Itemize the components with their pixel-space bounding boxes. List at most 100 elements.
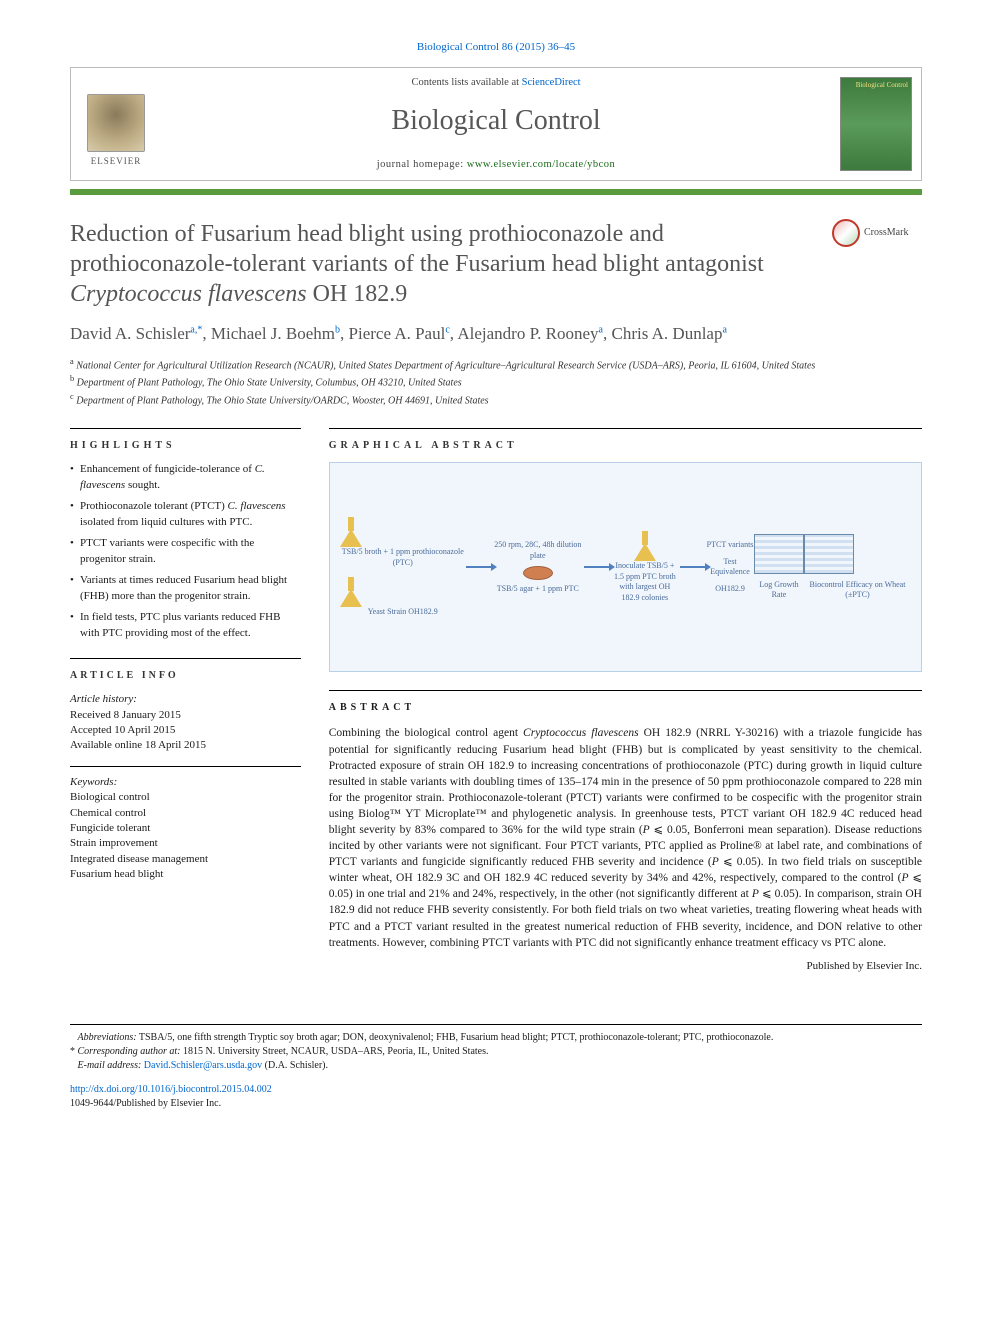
ga-label-oh182: OH182.9 [706, 584, 754, 595]
accent-bar [70, 189, 922, 195]
doi-link[interactable]: http://dx.doi.org/10.1016/j.biocontrol.2… [70, 1084, 272, 1095]
ga-flask-group-1: TSB/5 broth + 1 ppm prothioconazole (PTC… [340, 517, 466, 617]
two-column-layout: HIGHLIGHTS Enhancement of fungicide-tole… [70, 428, 922, 974]
author-list: David A. Schislera,*, Michael J. Boehmb,… [70, 323, 922, 346]
cover-label: Biological Control [856, 81, 908, 89]
article-title: Reduction of Fusarium head blight using … [70, 219, 832, 309]
ga-label-agar: TSB/5 agar + 1 ppm PTC [492, 584, 584, 595]
flask-icon [634, 531, 656, 561]
arrow-icon [466, 566, 492, 568]
footnotes: Abbreviations: TSBA/5, one fifth strengt… [70, 1024, 922, 1111]
journal-homepage-line: journal homepage: www.elsevier.com/locat… [165, 158, 827, 172]
history-accepted: Accepted 10 April 2015 [70, 723, 301, 738]
sciencedirect-link[interactable]: ScienceDirect [522, 77, 581, 88]
email-link[interactable]: David.Schisler@ars.usda.gov [144, 1060, 262, 1071]
ga-output-charts: Log Growth Rate [754, 534, 804, 602]
ga-label-ptct: PTCT variants [706, 540, 754, 551]
author-5: Chris A. Dunlap [611, 324, 722, 343]
arrow-icon [584, 566, 610, 568]
issn-line: 1049-9644/Published by Elsevier Inc. [70, 1098, 221, 1109]
highlight-item: Prothioconazole tolerant (PTCT) C. flave… [70, 499, 301, 531]
elsevier-logo[interactable]: ELSEVIER [80, 94, 152, 174]
highlight-item: In field tests, PTC plus variants reduce… [70, 610, 301, 642]
flask-icon [340, 517, 362, 547]
ga-output-charts-2: Biocontrol Efficacy on Wheat (±PTC) [804, 534, 911, 602]
graphical-abstract-heading: GRAPHICAL ABSTRACT [329, 428, 922, 453]
article-info-section: ARTICLE INFO Article history: Received 8… [70, 658, 301, 883]
ga-label-test: Test Equivalence [706, 557, 754, 579]
published-by: Published by Elsevier Inc. [329, 959, 922, 974]
ga-label-dilution: 250 rpm, 28C, 48h dilution plate [492, 540, 584, 562]
elsevier-tree-icon [87, 94, 145, 152]
ga-content: TSB/5 broth + 1 ppm prothioconazole (PTC… [340, 473, 911, 661]
abstract-body: Combining the biological control agent C… [329, 725, 922, 950]
email-owner: (D.A. Schisler). [265, 1060, 328, 1071]
ga-label-log: Log Growth Rate [754, 580, 804, 602]
right-column: GRAPHICAL ABSTRACT TSB/5 broth + 1 ppm p… [329, 428, 922, 974]
affiliation-c-text: Department of Plant Pathology, The Ohio … [76, 395, 488, 406]
author-3-marks[interactable]: c [445, 324, 449, 335]
journal-cover-area: Biological Control [831, 68, 921, 180]
highlights-list: Enhancement of fungicide-tolerance of C.… [70, 462, 301, 641]
email-line: E-mail address: David.Schisler@ars.usda.… [70, 1059, 922, 1073]
abbrev-label: Abbreviations: [78, 1032, 137, 1043]
ga-test-group: PTCT variants Test Equivalence OH182.9 [706, 540, 754, 595]
author-2-marks[interactable]: b [335, 324, 340, 335]
highlights-heading: HIGHLIGHTS [70, 428, 301, 453]
crossmark-label: CrossMark [864, 226, 908, 240]
author-5-marks[interactable]: a [722, 324, 726, 335]
affiliation-b-text: Department of Plant Pathology, The Ohio … [77, 378, 462, 389]
keyword: Biological control [70, 790, 301, 805]
petri-dish-icon [523, 566, 553, 580]
ga-label-biocontrol: Biocontrol Efficacy on Wheat (±PTC) [804, 580, 911, 602]
keyword: Integrated disease management [70, 852, 301, 867]
journal-cover-thumbnail[interactable]: Biological Control [840, 77, 912, 171]
crossmark-badge[interactable]: CrossMark [832, 219, 922, 247]
masthead: ELSEVIER Contents lists available at Sci… [70, 67, 922, 181]
article-header: Reduction of Fusarium head blight using … [70, 219, 922, 309]
corresponding-author-line: * Corresponding author at: 1815 N. Unive… [70, 1045, 922, 1059]
masthead-center: Contents lists available at ScienceDirec… [161, 68, 831, 180]
corresp-text: 1815 N. University Street, NCAUR, USDA–A… [183, 1046, 489, 1057]
keywords-label: Keywords: [70, 775, 301, 790]
keyword: Fungicide tolerant [70, 821, 301, 836]
left-column: HIGHLIGHTS Enhancement of fungicide-tole… [70, 428, 301, 974]
contents-prefix: Contents lists available at [411, 77, 521, 88]
corresp-label: Corresponding author at: [78, 1046, 181, 1057]
affiliation-b: b Department of Plant Pathology, The Ohi… [70, 373, 922, 390]
arrow-icon [680, 566, 706, 568]
ga-inoculate-group: Inoculate TSB/5 + 1.5 ppm PTC broth with… [610, 531, 680, 604]
publisher-logo-area: ELSEVIER [71, 68, 161, 180]
abbreviations-line: Abbreviations: TSBA/5, one fifth strengt… [70, 1031, 922, 1045]
ga-label-tsb: TSB/5 broth + 1 ppm prothioconazole (PTC… [340, 547, 466, 569]
author-1-marks[interactable]: a,* [190, 324, 202, 335]
chart-icon [804, 534, 854, 574]
author-2: Michael J. Boehm [211, 324, 335, 343]
affiliation-a-text: National Center for Agricultural Utiliza… [76, 360, 815, 371]
history-received: Received 8 January 2015 [70, 708, 301, 723]
chart-icon [754, 534, 804, 574]
author-1: David A. Schisler [70, 324, 190, 343]
title-italic-species: Cryptococcus flavescens [70, 281, 307, 307]
history-online: Available online 18 April 2015 [70, 738, 301, 753]
ga-label-inoculate: Inoculate TSB/5 + 1.5 ppm PTC broth with… [610, 561, 680, 604]
article-info-heading: ARTICLE INFO [70, 669, 301, 683]
flask-icon [340, 577, 362, 607]
article-history: Article history: Received 8 January 2015… [70, 692, 301, 754]
highlight-item: Variants at times reduced Fusarium head … [70, 573, 301, 605]
elsevier-logo-text: ELSEVIER [91, 155, 142, 167]
keyword: Chemical control [70, 806, 301, 821]
history-label: Article history: [70, 692, 301, 707]
crossmark-icon [832, 219, 860, 247]
author-4: Alejandro P. Rooney [457, 324, 598, 343]
highlight-item: Enhancement of fungicide-tolerance of C.… [70, 462, 301, 494]
email-label: E-mail address: [78, 1060, 142, 1071]
graphical-abstract-figure: TSB/5 broth + 1 ppm prothioconazole (PTC… [329, 462, 922, 672]
abbrev-text: TSBA/5, one fifth strength Tryptic soy b… [139, 1032, 773, 1043]
homepage-prefix: journal homepage: [377, 159, 467, 170]
header-citation: Biological Control 86 (2015) 36–45 [70, 40, 922, 55]
affiliation-a: a National Center for Agricultural Utili… [70, 356, 922, 373]
homepage-link[interactable]: www.elsevier.com/locate/ybcon [467, 159, 616, 170]
contents-available-line: Contents lists available at ScienceDirec… [165, 76, 827, 90]
author-4-marks[interactable]: a [599, 324, 603, 335]
